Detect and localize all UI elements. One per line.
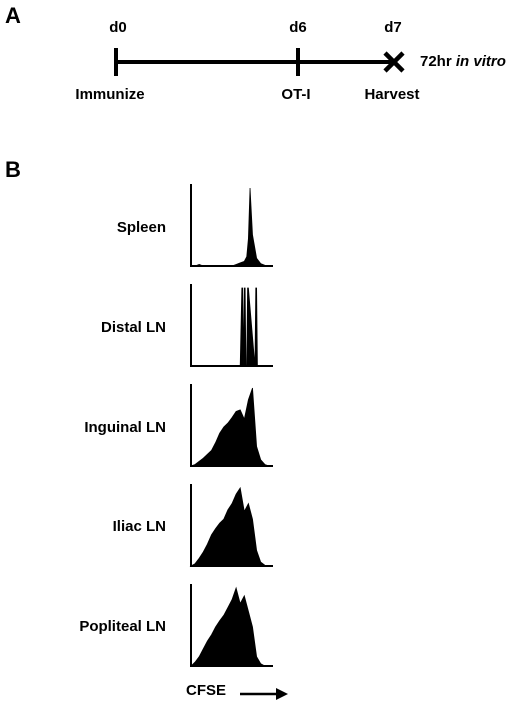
- day-label-d6: d6: [289, 19, 307, 36]
- histogram-area: [189, 586, 273, 667]
- harvest-cross-icon-2: [383, 51, 405, 73]
- histogram-axes: [190, 584, 273, 667]
- histogram-axes: [190, 484, 273, 567]
- day-label-d0: d0: [109, 19, 127, 36]
- histogram-spleen: [190, 184, 273, 267]
- label-spleen: Spleen: [116, 219, 166, 236]
- histogram-axes: [190, 384, 273, 467]
- histogram-popliteal-ln: [189, 584, 273, 667]
- panel-letter-a: A: [5, 3, 21, 28]
- event-harvest: Harvest: [364, 86, 420, 103]
- histogram-iliac-ln: [189, 484, 273, 567]
- label-iliac-ln: Iliac LN: [112, 518, 166, 535]
- x-axis-label-cfse: CFSE: [186, 682, 227, 699]
- day-label-d7: d7: [384, 19, 402, 36]
- histogram-distal-ln: [190, 284, 273, 367]
- in-vitro-note: 72hr in vitro: [420, 53, 506, 70]
- label-inguinal-ln: Inguinal LN: [84, 419, 166, 436]
- event-immunize: Immunize: [75, 86, 145, 103]
- event-ot-i: OT-I: [281, 86, 311, 103]
- label-distal-ln: Distal LN: [100, 319, 166, 336]
- histogram-axes: [190, 284, 273, 367]
- histogram-area: [191, 287, 273, 367]
- panel-letter-b: B: [5, 157, 21, 182]
- timeline: [114, 48, 405, 76]
- histogram-axes: [190, 184, 273, 267]
- histogram-area: [191, 187, 273, 267]
- histogram-area: [190, 387, 273, 467]
- histogram-area: [189, 486, 273, 567]
- arrow-right-icon: [240, 688, 288, 700]
- label-popliteal-ln: Popliteal LN: [79, 618, 166, 635]
- histogram-inguinal-ln: [190, 384, 273, 467]
